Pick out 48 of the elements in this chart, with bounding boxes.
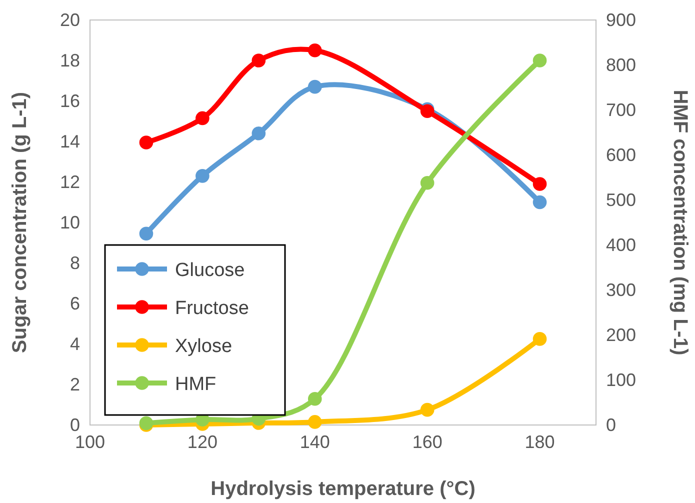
point xyxy=(532,332,547,346)
y2-tick-label: 400 xyxy=(606,234,636,255)
y-tick-label: 16 xyxy=(60,90,80,111)
x-tick-label: 120 xyxy=(187,432,218,452)
point xyxy=(308,415,322,429)
y-tick-label: 10 xyxy=(60,212,80,232)
legend-label: Xylose xyxy=(175,336,232,357)
y-tick-label: 14 xyxy=(60,131,80,152)
point xyxy=(532,177,547,191)
y-tick-label: 18 xyxy=(60,50,80,70)
y-axis-title: Sugar concentration (g L-1) xyxy=(9,92,31,354)
legend-label: Glucose xyxy=(175,260,245,281)
point xyxy=(420,104,434,118)
point xyxy=(252,126,266,140)
point xyxy=(308,80,322,94)
point xyxy=(308,43,322,58)
x-axis-title: Hydrolysis temperature (°C) xyxy=(210,478,476,500)
point xyxy=(532,195,547,210)
legend-label: Fructose xyxy=(175,298,249,319)
point xyxy=(252,54,266,68)
y-tick-label: 8 xyxy=(70,252,80,273)
point xyxy=(196,111,210,126)
y-tick-label: 6 xyxy=(70,293,80,314)
x-tick-label: 160 xyxy=(412,432,442,452)
point xyxy=(196,169,210,183)
y2-tick-label: 600 xyxy=(606,144,636,165)
y2-tick-label: 900 xyxy=(606,10,636,30)
point xyxy=(139,136,154,150)
y-tick-label: 20 xyxy=(60,10,80,30)
point xyxy=(308,392,322,406)
x-tick-label: 140 xyxy=(300,432,330,452)
y2-tick-label: 300 xyxy=(606,280,636,300)
y2-tick-label: 100 xyxy=(606,370,636,390)
point xyxy=(139,226,154,241)
legend-label: HMF xyxy=(175,374,216,395)
point xyxy=(420,176,434,190)
y2-tick-label: 0 xyxy=(606,414,616,435)
point xyxy=(532,54,547,68)
point xyxy=(420,402,434,417)
y-tick-label: 12 xyxy=(60,172,80,192)
y2-tick-label: 200 xyxy=(606,324,636,345)
x-tick-label: 180 xyxy=(524,432,555,452)
y-tick-label: 4 xyxy=(70,334,80,354)
y-tick-label: 2 xyxy=(70,374,80,394)
y2-tick-label: 700 xyxy=(606,100,636,120)
y2-axis-title: HMF concentration (mg L-1) xyxy=(669,90,691,356)
y2-tick-label: 800 xyxy=(606,54,636,75)
y2-tick-label: 500 xyxy=(606,190,636,210)
